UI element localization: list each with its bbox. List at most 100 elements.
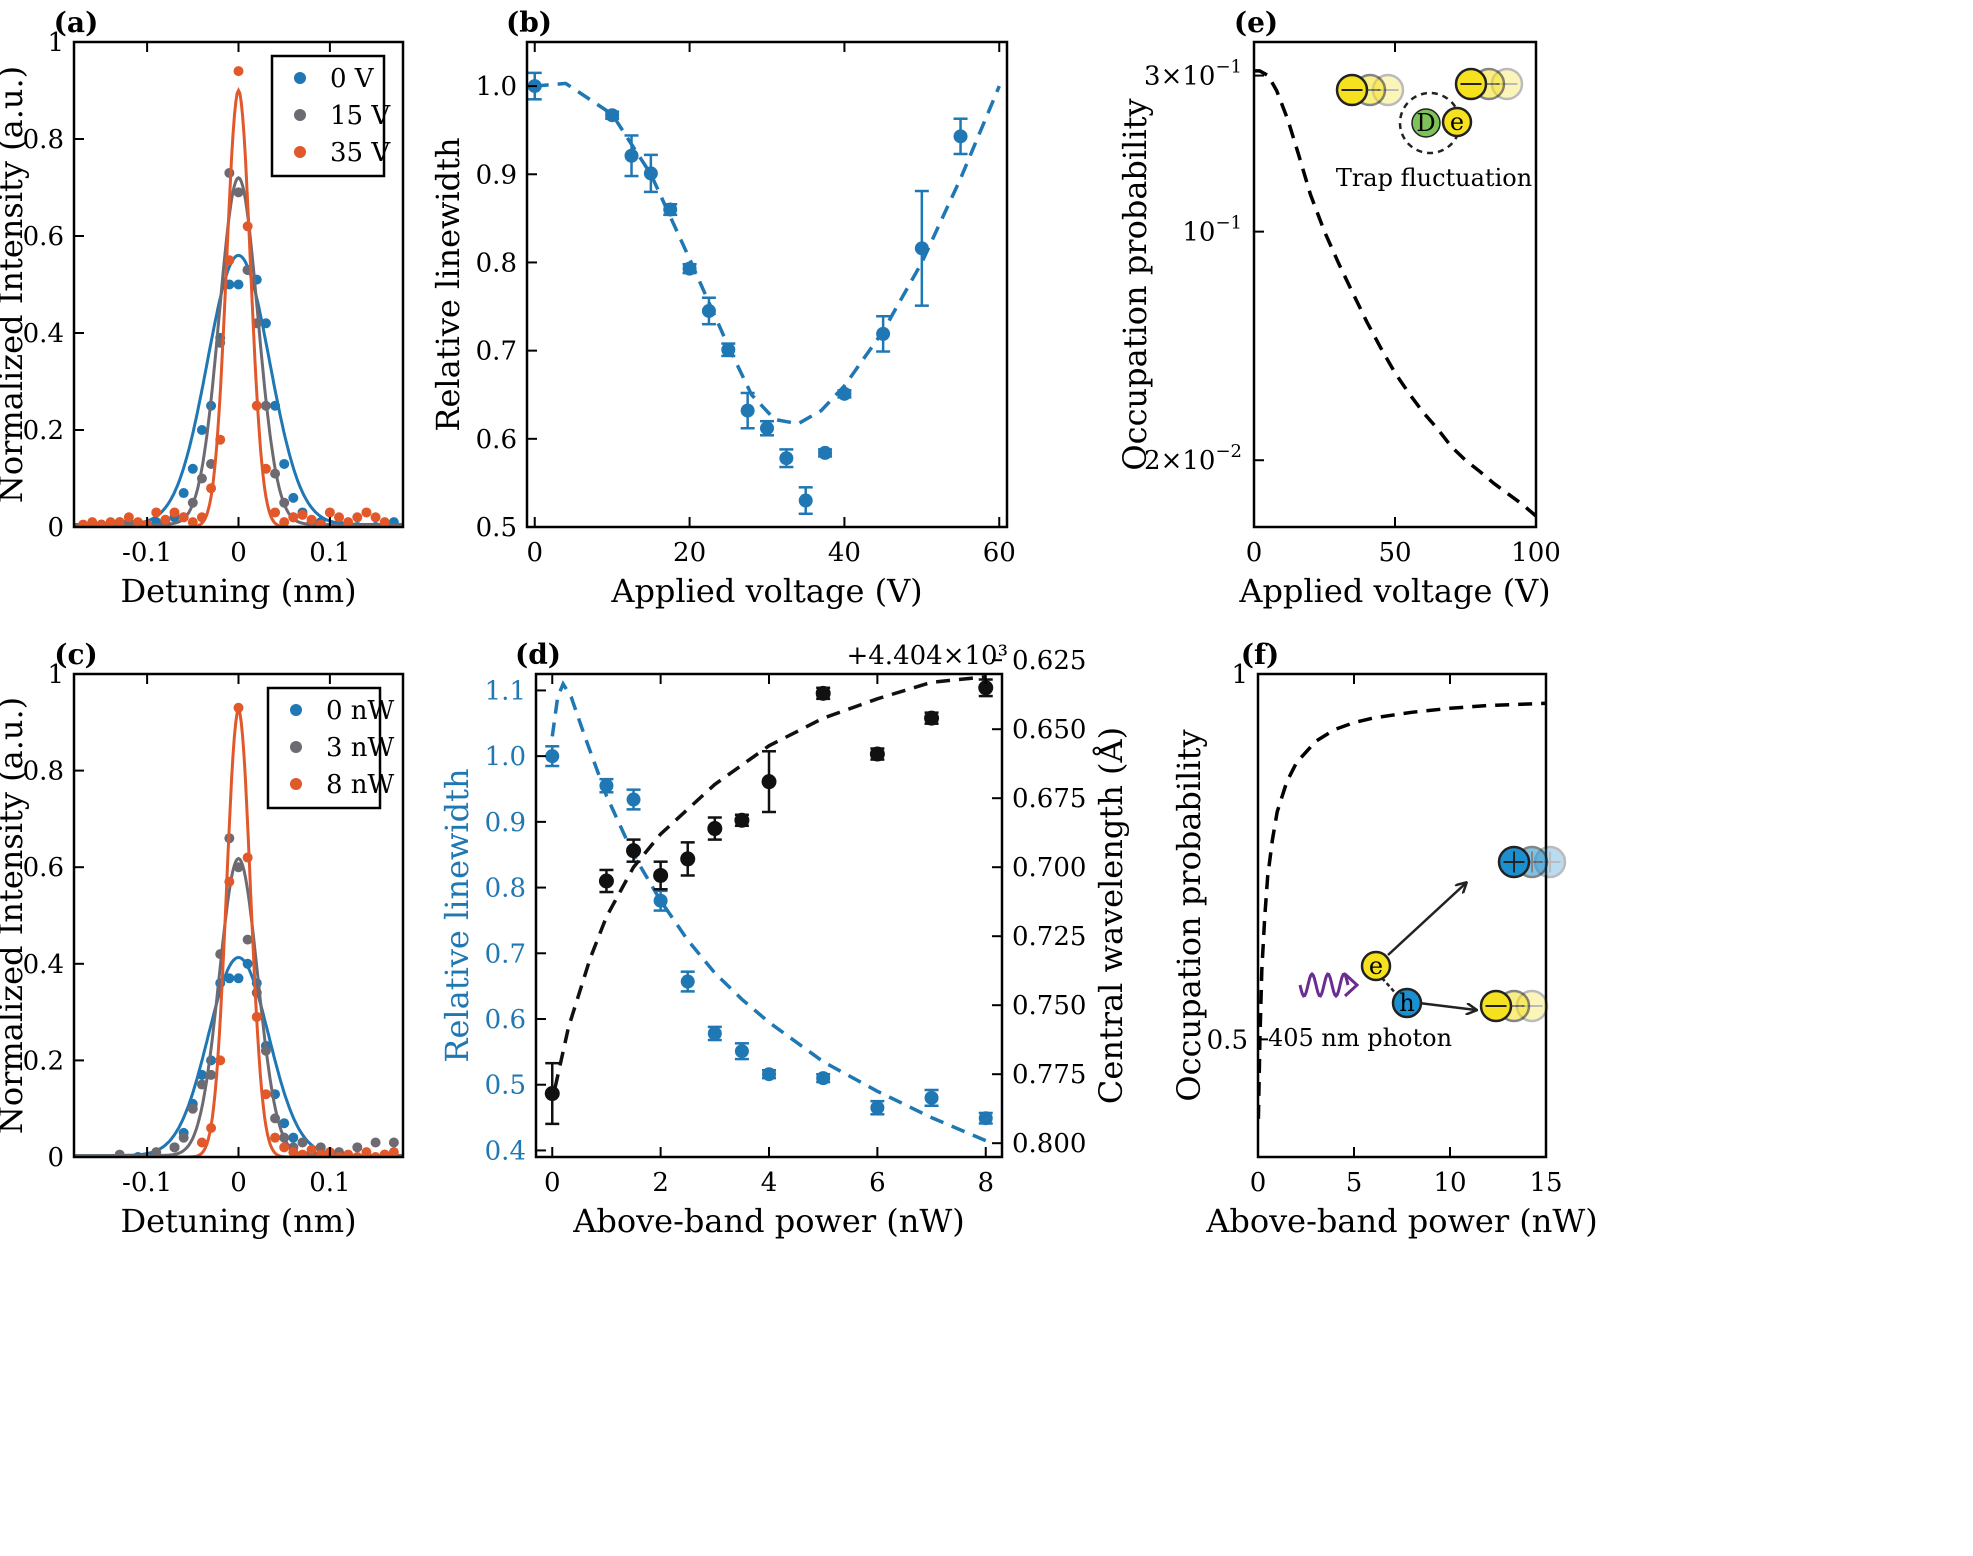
x-tick-label: 0 (230, 1168, 247, 1198)
linewidth-point (870, 1099, 885, 1116)
data-point (379, 517, 390, 527)
y-tick-label-right: 0.725 (1012, 922, 1086, 952)
data-point (233, 279, 244, 290)
y-axis-label: Occupation probability (1116, 98, 1154, 470)
linewidth-fit (550, 680, 987, 1143)
photon-wave (1298, 971, 1350, 999)
x-tick-label: 5 (1346, 1168, 1363, 1198)
panel-f: 0 5 10 15 1 0.5 Above-band power (nW) Occupatio… (1170, 638, 1598, 1240)
y-tick-label: 1.0 (485, 742, 526, 772)
panel-label: (a) (54, 6, 99, 39)
data-point (297, 509, 308, 520)
fit-line (74, 176, 403, 527)
y-tick-label: 0.6 (485, 1005, 526, 1035)
x-axis-label: Detuning (nm) (120, 572, 356, 610)
data-point (187, 517, 198, 527)
data-point-group (643, 153, 658, 194)
fit-line (74, 955, 403, 1157)
x-tick-label: 4 (761, 1168, 778, 1198)
data-point (707, 1026, 722, 1041)
x-tick-label: 0.1 (309, 538, 350, 568)
data-point-group (876, 314, 891, 353)
linewidth-point (978, 1111, 993, 1126)
data-point (242, 934, 253, 945)
panel-d: 0 2 4 6 8 0.4 0.5 0.6 0.7 0.8 0.9 1.0 1.1 0.625 0.650 0… (438, 638, 1130, 1240)
x-tick-label: 15 (1529, 1168, 1562, 1198)
particle-icon (1479, 989, 1513, 1023)
data-point (343, 517, 354, 527)
data-point (653, 867, 669, 883)
wavelength-point (815, 685, 831, 701)
data-point (370, 512, 381, 523)
data-point (160, 514, 171, 525)
y-tick-label: 1.1 (485, 676, 526, 706)
series-1 (74, 167, 403, 527)
tick-mantissa: 3×10 (1144, 62, 1215, 92)
data-point (624, 148, 639, 163)
occupation-curve (1254, 69, 1536, 518)
linewidth-point (707, 1025, 722, 1042)
data-point (370, 1137, 381, 1148)
data-point (914, 241, 929, 256)
x-axis-label: Applied voltage (V) (1238, 572, 1550, 610)
data-point (96, 519, 107, 527)
data-point (151, 507, 162, 518)
y-tick-label-right: 0.675 (1012, 784, 1086, 814)
axis-offset-label: +4.404×10³ (846, 641, 1008, 671)
data-point (761, 774, 777, 790)
data-point-group (837, 386, 852, 401)
panel-label: (e) (1234, 6, 1278, 39)
data-point (270, 507, 281, 518)
series-0 (74, 253, 403, 527)
plot-frame (1256, 672, 1548, 1159)
x-tick-label: 6 (869, 1168, 886, 1198)
x-tick-label: -0.1 (122, 1168, 172, 1198)
data-point (288, 1147, 299, 1157)
wavelength-point (544, 1061, 560, 1126)
wavelength-point (924, 710, 940, 726)
x-tick-label: -0.1 (122, 538, 172, 568)
y-tick-label: 0.4 (23, 319, 64, 349)
data-point (361, 1147, 372, 1157)
y-axis-label: Occupation probability (1170, 729, 1208, 1101)
data-point (837, 386, 852, 401)
y-axis-label: Normalized Intensity (a.u.) (0, 66, 30, 503)
linewidth-point (816, 1071, 831, 1086)
legend-marker (294, 72, 306, 84)
legend-label: 35 V (330, 138, 391, 168)
data-point (187, 463, 198, 474)
y-tick-label: 3×10−1 (1144, 57, 1242, 92)
x-tick-label: 0 (526, 538, 543, 568)
data-point (626, 843, 642, 859)
y-tick-label: 0.6 (23, 853, 64, 883)
series-2 (74, 66, 403, 527)
data-point-group (760, 419, 774, 437)
x-tick-label: 100 (1511, 538, 1561, 568)
legend-label: 0 nW (326, 696, 395, 726)
wavelength-point (869, 746, 885, 762)
x-tick-label: 8 (977, 1168, 994, 1198)
y-axis-label: Relative linewidth (438, 768, 476, 1062)
data-point (924, 710, 940, 726)
data-point (178, 512, 189, 523)
y-tick-label: 0.9 (476, 160, 517, 190)
legend-label: 0 V (330, 64, 375, 94)
data-point (297, 1149, 308, 1157)
data-point (279, 517, 290, 527)
data-point (870, 1100, 885, 1115)
y-tick-label: 0.5 (476, 513, 517, 543)
y-tick-label: 0.6 (23, 222, 64, 252)
x-tick-label: 50 (1378, 538, 1411, 568)
data-point (544, 1086, 560, 1102)
data-point (196, 1137, 207, 1148)
y-tick-label: 1 (47, 660, 64, 690)
data-point (663, 202, 678, 217)
y-tick-label: 0.9 (485, 808, 526, 838)
data-point (132, 517, 143, 527)
donor-icon (1411, 108, 1441, 138)
data-point (196, 425, 207, 435)
y-tick-label-right: 0.700 (1012, 853, 1086, 883)
data-point-group (740, 391, 755, 430)
